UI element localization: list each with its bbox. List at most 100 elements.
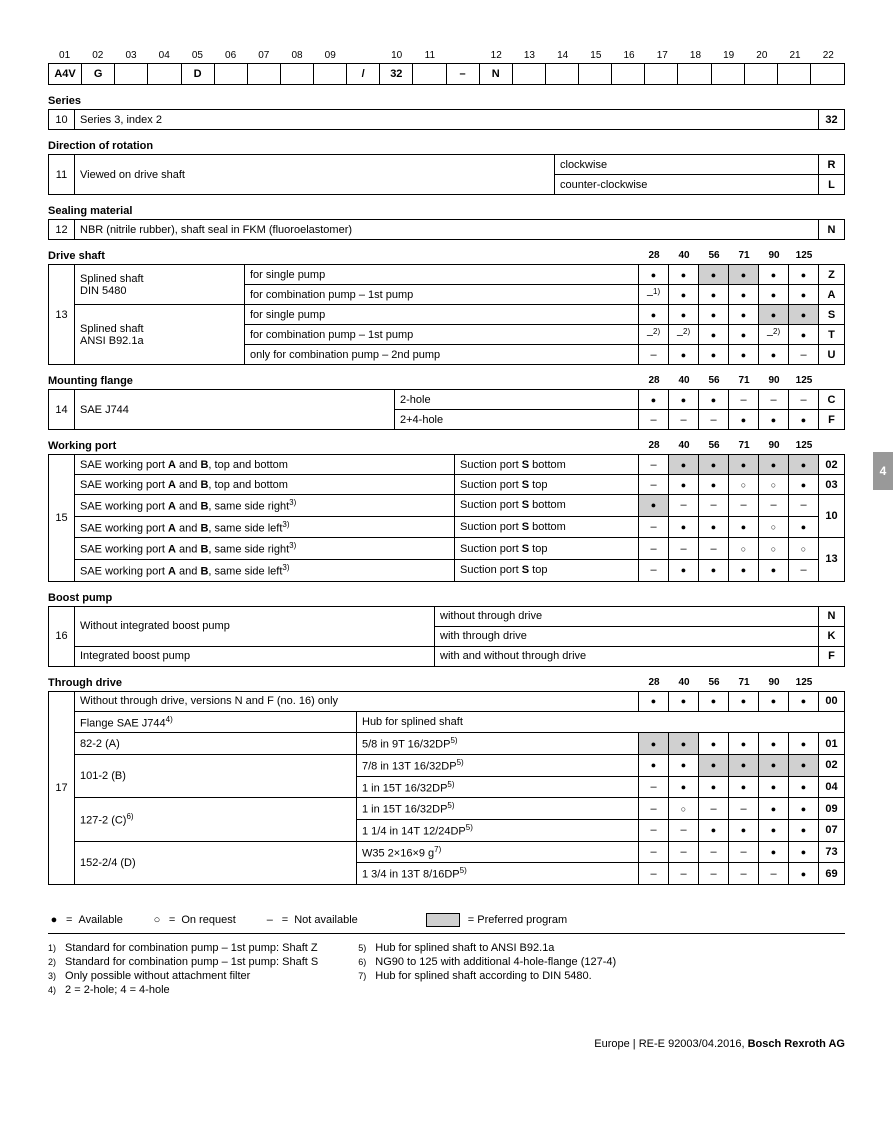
availability-cell xyxy=(729,410,759,430)
drive-idx: 13 xyxy=(49,265,75,365)
code-header-cell: 13 xyxy=(513,48,546,63)
section-series: Series 10 Series 3, index 2 32 xyxy=(48,95,845,130)
availability-cell xyxy=(789,819,819,841)
code-row-cell xyxy=(778,64,811,84)
availability-cell xyxy=(759,819,789,841)
port-suction: Suction port S bottom xyxy=(455,516,639,538)
through-code: 01 xyxy=(819,733,845,755)
availability-cell xyxy=(639,819,669,841)
through-hub: 1 in 15T 16/32DP5) xyxy=(357,798,639,820)
section-through: Through drive 2840567190125 17Without th… xyxy=(48,677,845,885)
code-header-cell: 10 xyxy=(380,48,413,63)
availability-cell xyxy=(699,475,729,495)
port-desc: SAE working port A and B, same side left… xyxy=(75,516,455,538)
code-row-cell xyxy=(314,64,347,84)
series-idx: 10 xyxy=(49,110,75,130)
code-row-cell xyxy=(513,64,546,84)
through-code: 04 xyxy=(819,776,845,798)
availability-cell xyxy=(729,754,759,776)
size-header: 71 xyxy=(729,440,759,452)
size-header: 125 xyxy=(789,440,819,452)
code-row-cell: D xyxy=(182,64,215,84)
availability-cell: –1) xyxy=(639,285,669,305)
code-header-cell: 04 xyxy=(148,48,181,63)
code-row-cell: G xyxy=(82,64,115,84)
code-row-cell xyxy=(811,64,844,84)
code-row-cell xyxy=(645,64,678,84)
drive-code: Z xyxy=(819,265,845,285)
code-row-cell: / xyxy=(347,64,380,84)
code-row-cell: A4V xyxy=(49,64,82,84)
port-idx: 15 xyxy=(49,455,75,582)
availability-cell xyxy=(729,776,759,798)
through-hub: 1 in 15T 16/32DP5) xyxy=(357,776,639,798)
availability-cell xyxy=(639,691,669,711)
availability-cell xyxy=(669,798,699,820)
availability-cell xyxy=(789,538,819,560)
code-row-cell xyxy=(281,64,314,84)
availability-cell xyxy=(789,863,819,885)
flange-title: Mounting flange xyxy=(48,375,639,387)
availability-cell xyxy=(669,733,699,755)
boost-code: F xyxy=(819,646,845,666)
legend-preferred: Preferred program xyxy=(477,914,567,926)
availability-cell xyxy=(729,841,759,863)
availability-cell xyxy=(729,325,759,345)
through-hub: 1 3/4 in 13T 8/16DP5) xyxy=(357,863,639,885)
rotation-title: Direction of rotation xyxy=(48,140,845,152)
availability-cell xyxy=(669,410,699,430)
availability-cell xyxy=(699,305,729,325)
availability-cell xyxy=(639,345,669,365)
availability-cell xyxy=(729,538,759,560)
size-header: 56 xyxy=(699,375,729,387)
code-header-cell: 05 xyxy=(181,48,214,63)
size-header: 125 xyxy=(789,250,819,262)
code-row-cell xyxy=(248,64,281,84)
size-header: 90 xyxy=(759,375,789,387)
size-header: 40 xyxy=(669,375,699,387)
availability-cell xyxy=(789,691,819,711)
through-hub: 5/8 in 9T 16/32DP5) xyxy=(357,733,639,755)
availability-cell xyxy=(759,305,789,325)
code-row-cell xyxy=(115,64,148,84)
availability-cell xyxy=(699,538,729,560)
flange-idx: 14 xyxy=(49,390,75,430)
availability-cell xyxy=(699,265,729,285)
availability-cell xyxy=(729,390,759,410)
availability-cell xyxy=(639,538,669,560)
boost-drive: with through drive xyxy=(435,626,819,646)
drive-shaft-desc: for single pump xyxy=(245,265,639,285)
availability-cell: –2) xyxy=(639,325,669,345)
size-header: 71 xyxy=(729,250,759,262)
availability-cell xyxy=(789,733,819,755)
availability-cell xyxy=(669,345,699,365)
availability-cell xyxy=(759,345,789,365)
footnote: 1) Standard for combination pump – 1st p… xyxy=(48,942,318,954)
availability-cell xyxy=(729,863,759,885)
availability-cell xyxy=(789,390,819,410)
availability-cell: –2) xyxy=(759,325,789,345)
section-flange: Mounting flange 2840567190125 14SAE J744… xyxy=(48,375,845,430)
availability-cell xyxy=(759,285,789,305)
drive-shaft-desc: for combination pump – 1st pump xyxy=(245,285,639,305)
code-header-cell: 20 xyxy=(745,48,778,63)
code-header-cell: 16 xyxy=(612,48,645,63)
availability-cell xyxy=(759,516,789,538)
availability-cell xyxy=(669,285,699,305)
availability-cell xyxy=(759,691,789,711)
availability-cell: –2) xyxy=(669,325,699,345)
through-idx: 17 xyxy=(49,691,75,884)
code-row-cell: 32 xyxy=(380,64,413,84)
availability-cell xyxy=(669,559,699,581)
availability-cell xyxy=(639,776,669,798)
port-suction: Suction port S bottom xyxy=(455,455,639,475)
port-code: 02 xyxy=(819,455,845,475)
size-header: 28 xyxy=(639,677,669,689)
availability-cell xyxy=(639,863,669,885)
code-row-cell xyxy=(413,64,446,84)
code-header-cell: 22 xyxy=(812,48,845,63)
code-header-cell: 11 xyxy=(413,48,446,63)
availability-cell xyxy=(789,495,819,517)
flange-std: SAE J744 xyxy=(75,390,395,430)
size-header: 28 xyxy=(639,250,669,262)
